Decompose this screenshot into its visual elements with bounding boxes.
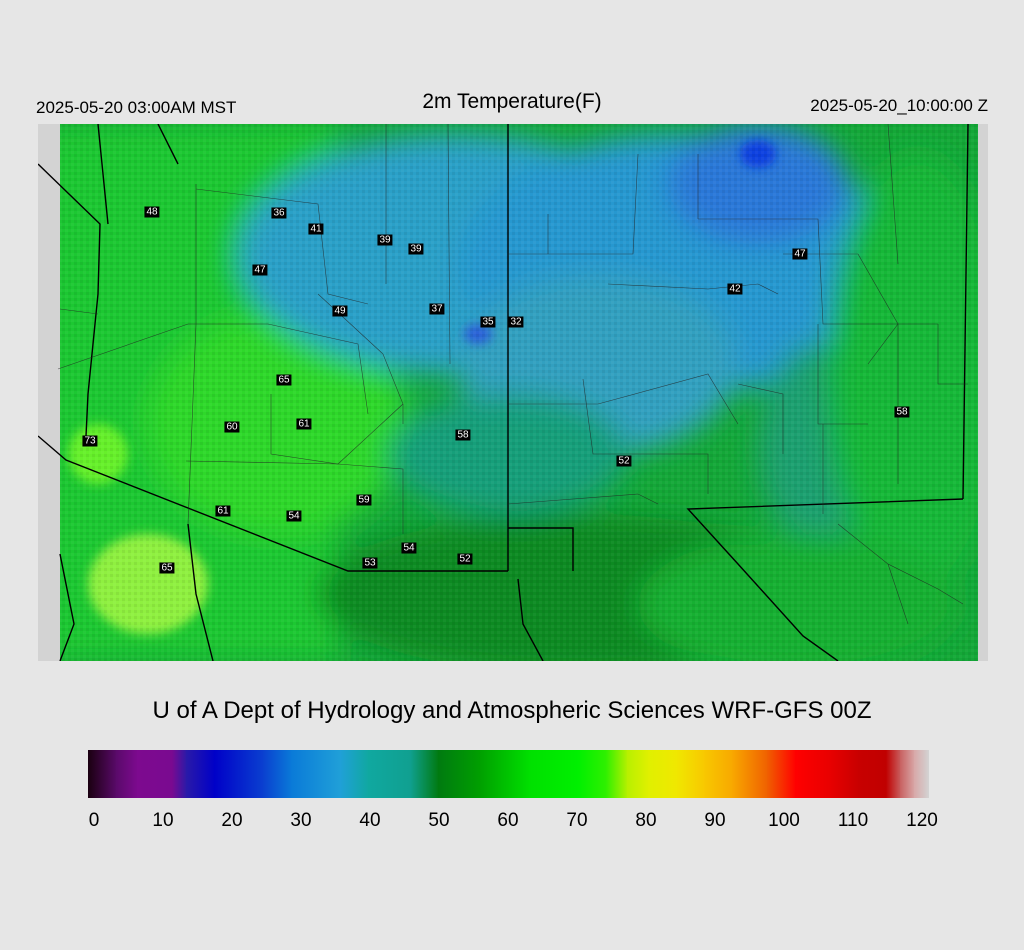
colorbar-segment bbox=[767, 750, 796, 798]
colorbar-segment bbox=[858, 750, 887, 798]
station-temp-label: 49 bbox=[332, 305, 348, 317]
colorbar-tick-label: 0 bbox=[88, 810, 100, 831]
colorbar-segment bbox=[186, 750, 215, 798]
colorbar-tick-label: 100 bbox=[768, 810, 800, 831]
station-temp-label: 58 bbox=[455, 429, 471, 441]
station-temp-label: 61 bbox=[215, 505, 231, 517]
utc-time-label: 2025-05-20_10:00:00 Z bbox=[810, 96, 988, 115]
temperature-map: 48 36 41 39 39 47 49 37 35 32 47 42 65 60 61 58 58 73 52 59… bbox=[38, 124, 988, 661]
colorbar-segment bbox=[410, 750, 439, 798]
colorbar-tick-label: 50 bbox=[428, 810, 450, 831]
colorbar-segment bbox=[214, 750, 264, 798]
colorbar-tick-label: 10 bbox=[152, 810, 174, 831]
colorbar-segment bbox=[627, 750, 649, 798]
station-temp-label: 39 bbox=[377, 234, 393, 246]
colorbar-tick-label: 20 bbox=[221, 810, 243, 831]
station-temp-label: 47 bbox=[792, 248, 808, 260]
colorbar-tick-label: 70 bbox=[566, 810, 588, 831]
colorbar-segment bbox=[172, 750, 187, 798]
station-temp-label: 58 bbox=[894, 406, 910, 418]
colorbar-segment bbox=[914, 750, 929, 798]
colorbar-segment bbox=[88, 750, 117, 798]
temperature-colorbar bbox=[88, 750, 929, 798]
local-time-label: 2025-05-20 03:00AM MST bbox=[36, 98, 237, 117]
colorbar-tick-label: 40 bbox=[359, 810, 381, 831]
colorbar-segment bbox=[886, 750, 901, 798]
station-temp-label: 35 bbox=[480, 316, 496, 328]
colorbar-segment bbox=[529, 750, 579, 798]
colorbar-tick-label: 120 bbox=[906, 810, 938, 831]
colorbar-segment bbox=[263, 750, 292, 798]
colorbar-segment bbox=[732, 750, 768, 798]
colorbar-tick-label: 30 bbox=[290, 810, 312, 831]
colorbar-segment bbox=[340, 750, 369, 798]
station-temp-label: 32 bbox=[508, 316, 524, 328]
station-temp-label: 53 bbox=[362, 557, 378, 569]
station-temp-label: 54 bbox=[401, 542, 417, 554]
colorbar-segment bbox=[676, 750, 705, 798]
colorbar-tick-label: 80 bbox=[635, 810, 657, 831]
colorbar-segment bbox=[480, 750, 530, 798]
temperature-field bbox=[38, 124, 988, 661]
colorbar-segment bbox=[578, 750, 607, 798]
station-temp-label: 65 bbox=[276, 374, 292, 386]
station-temp-label: 73 bbox=[82, 435, 98, 447]
map-title: 2m Temperature(F) bbox=[422, 90, 602, 113]
station-temp-label: 47 bbox=[252, 264, 268, 276]
colorbar-segment bbox=[900, 750, 915, 798]
colorbar-segment bbox=[116, 750, 138, 798]
colorbar-segment bbox=[648, 750, 677, 798]
station-temp-label: 52 bbox=[616, 455, 632, 467]
station-temp-label: 37 bbox=[429, 303, 445, 315]
credit-text: U of A Dept of Hydrology and Atmospheric… bbox=[152, 697, 872, 724]
colorbar-segment bbox=[438, 750, 481, 798]
station-temp-label: 59 bbox=[356, 494, 372, 506]
station-temp-label: 36 bbox=[271, 207, 287, 219]
station-temp-label: 60 bbox=[224, 421, 240, 433]
station-temp-label: 41 bbox=[308, 223, 324, 235]
colorbar-segment bbox=[606, 750, 628, 798]
colorbar-segment bbox=[704, 750, 733, 798]
colorbar-tick-label: 90 bbox=[704, 810, 726, 831]
station-temp-label: 54 bbox=[286, 510, 302, 522]
colorbar-tick-label: 60 bbox=[497, 810, 519, 831]
colorbar-segment bbox=[368, 750, 411, 798]
colorbar-segment bbox=[137, 750, 173, 798]
station-temp-label: 65 bbox=[159, 562, 175, 574]
station-temp-label: 42 bbox=[727, 283, 743, 295]
colorbar-tick-label: 110 bbox=[837, 810, 869, 831]
colorbar-segment bbox=[795, 750, 831, 798]
colorbar-segment bbox=[291, 750, 341, 798]
station-temp-label: 48 bbox=[144, 206, 160, 218]
colorbar-segment bbox=[830, 750, 859, 798]
station-temp-label: 52 bbox=[457, 553, 473, 565]
station-temp-label: 39 bbox=[408, 243, 424, 255]
station-temp-label: 61 bbox=[296, 418, 312, 430]
